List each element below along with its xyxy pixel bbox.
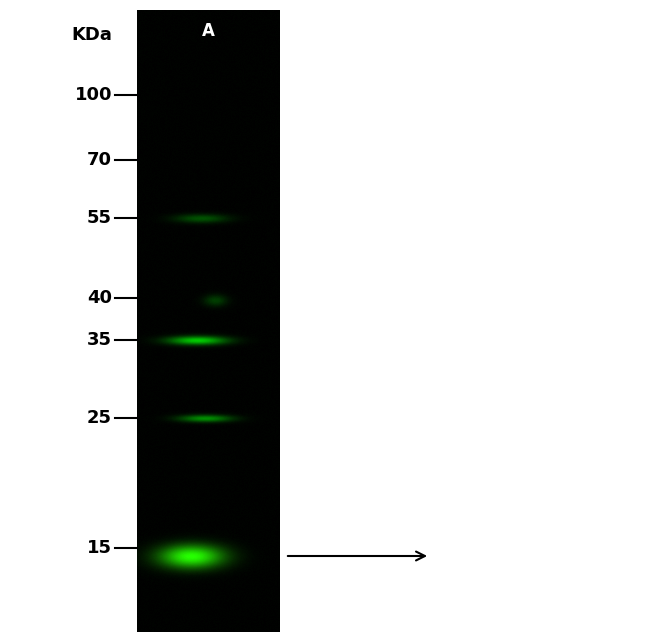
Text: 25: 25 (87, 409, 112, 427)
Text: 100: 100 (75, 86, 112, 104)
Text: 15: 15 (87, 539, 112, 557)
Text: KDa: KDa (71, 26, 112, 44)
Text: 70: 70 (87, 151, 112, 169)
Text: 40: 40 (87, 289, 112, 307)
Text: 35: 35 (87, 331, 112, 349)
Text: 55: 55 (87, 209, 112, 227)
Text: A: A (202, 22, 214, 40)
